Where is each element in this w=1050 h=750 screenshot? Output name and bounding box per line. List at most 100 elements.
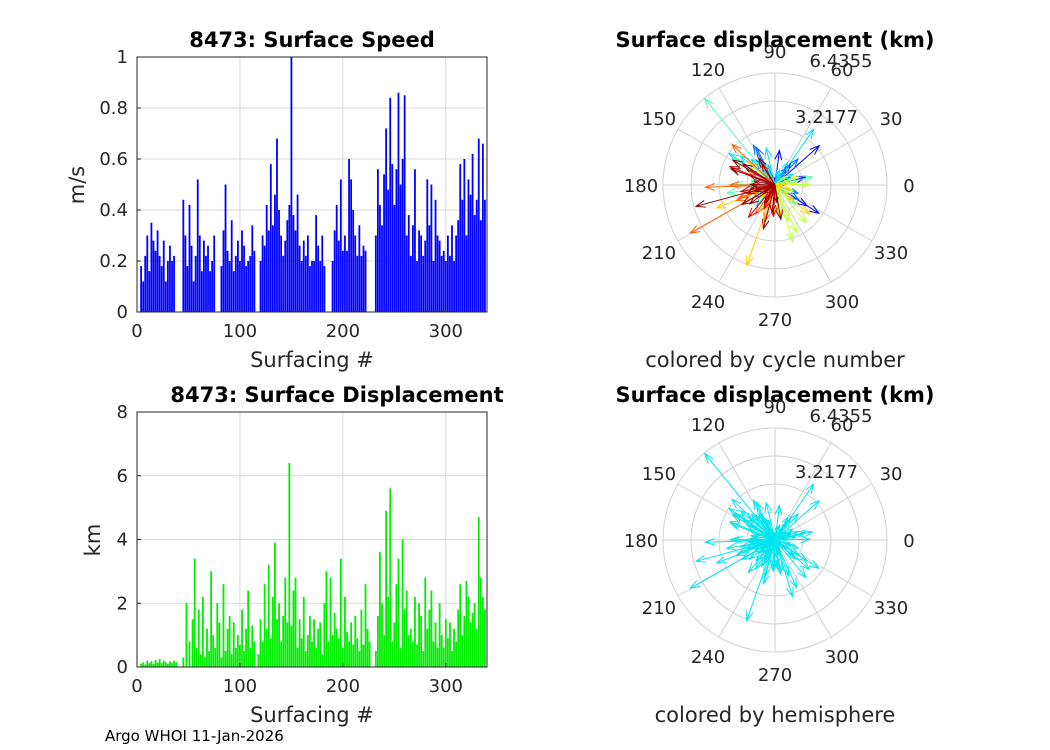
- polar1-arrowhead: [800, 180, 812, 189]
- speed-bar: [156, 230, 159, 312]
- disp-bar: [201, 596, 204, 667]
- polar1-arrowhead: [797, 212, 807, 224]
- polar2-arrow: [774, 526, 778, 541]
- disp-bar: [298, 619, 301, 667]
- disp-bar: [397, 558, 400, 667]
- polar2-arrowhead: [790, 543, 800, 549]
- polar1-arrowhead: [769, 204, 777, 215]
- speed-bar: [391, 164, 394, 312]
- speed-bar: [341, 250, 344, 312]
- polar2-angle-label: 90: [764, 397, 787, 418]
- polar1-arrow: [774, 184, 810, 215]
- polar2-arrow: [758, 512, 776, 541]
- disp-bar: [451, 651, 453, 667]
- speed-bar: [333, 230, 336, 312]
- disp-bar: [434, 622, 437, 667]
- disp-bar: [154, 659, 157, 667]
- disp-bar: [455, 641, 458, 667]
- disp-bar: [185, 603, 188, 667]
- speed-bar: [203, 240, 205, 312]
- disp-bar: [309, 616, 311, 667]
- polar1-arrowhead: [809, 144, 821, 155]
- polar1-arrowhead: [799, 205, 811, 216]
- speed-bar: [323, 266, 326, 312]
- polar2-caption: colored by hemisphere: [655, 703, 896, 727]
- speed-bar: [416, 261, 418, 312]
- speed-bar: [440, 255, 443, 312]
- polar1-arrowhead: [748, 195, 760, 205]
- speed-bar: [438, 240, 441, 312]
- speed-bar: [379, 204, 381, 312]
- polar1-caption: colored by cycle number: [645, 348, 905, 372]
- speed-xtick-label: 200: [326, 321, 360, 342]
- polar2-arrowhead: [805, 483, 815, 495]
- polar2-axes: Surface displacement (km) 0 30 60 90 120 150 1…: [615, 383, 934, 727]
- polar1-angle-label: 300: [825, 292, 859, 313]
- speed-bar: [403, 95, 406, 312]
- speed-bar: [358, 225, 361, 312]
- polar2-arrowhead: [734, 548, 747, 557]
- polar1-arrowhead: [764, 146, 773, 158]
- disp-bar: [239, 644, 241, 667]
- speed-bar: [162, 240, 165, 312]
- disp-bar: [442, 647, 445, 667]
- speed-bar: [247, 261, 250, 312]
- polar1-arrowhead: [745, 187, 756, 195]
- speed-bar: [294, 230, 297, 312]
- disp-bar: [376, 616, 379, 667]
- polar1-arrowhead: [790, 176, 800, 182]
- polar1-arrow: [748, 184, 776, 218]
- speed-axes: 8473: Surface Speed 0 100 200 300 0 0.2 0.4 0.6…: [65, 28, 488, 372]
- disp-bar: [175, 662, 178, 667]
- disp-bar: [331, 635, 334, 667]
- speed-bar: [430, 184, 433, 312]
- disp-bar: [401, 539, 404, 667]
- polar1-arrowhead: [746, 255, 754, 267]
- disp-bar: [216, 603, 219, 667]
- polar2-arrowhead: [781, 515, 789, 526]
- polar1-radial-label: 3.2177: [795, 107, 858, 128]
- polar2-radial-label: 3.2177: [795, 462, 858, 483]
- speed-bar: [290, 57, 293, 312]
- polar2-arrowhead: [728, 520, 740, 529]
- polar1-angle-label: 330: [874, 243, 908, 264]
- speed-bar: [224, 184, 227, 312]
- speed-bar: [284, 240, 287, 312]
- polar2-arrow: [746, 539, 776, 621]
- speed-bar: [381, 225, 383, 312]
- disp-bar: [188, 641, 191, 667]
- speed-bar: [339, 179, 342, 312]
- speed-bar: [263, 245, 266, 312]
- disp-bar: [249, 647, 252, 667]
- polar1-arrowhead: [781, 160, 789, 171]
- disp-bar: [339, 558, 342, 667]
- polar2-radial-label: 6.4355: [810, 406, 873, 427]
- disp-bar: [475, 628, 478, 667]
- polar2-arrowhead: [740, 551, 752, 561]
- polar1-arrow: [774, 184, 798, 233]
- disp-bar: [315, 647, 318, 667]
- speed-bar: [280, 235, 283, 312]
- polar1-arrow: [764, 184, 776, 204]
- polar1-arrowhead: [774, 203, 781, 213]
- polar1-angle-label: 180: [624, 176, 658, 197]
- polar1-arrowhead: [774, 169, 779, 176]
- speed-bar: [140, 266, 143, 312]
- speed-bar: [354, 235, 357, 312]
- speed-bar: [228, 261, 231, 312]
- polar2-arrow: [749, 539, 776, 560]
- polar2-arrowhead: [757, 511, 767, 523]
- disp-bar: [430, 590, 433, 667]
- displacement-xlabel: Surfacing #: [250, 703, 374, 727]
- polar2-arrowhead: [688, 580, 701, 589]
- speed-bar: [282, 255, 285, 312]
- polar1-arrowhead: [749, 181, 758, 188]
- disp-bar: [387, 596, 390, 667]
- disp-bar: [195, 647, 198, 667]
- polar2-angle-label: 300: [825, 647, 859, 668]
- polar1-arrow: [771, 184, 776, 213]
- disp-bar: [158, 659, 161, 667]
- disp-bar: [197, 609, 200, 667]
- polar2-arrowhead: [747, 562, 758, 574]
- polar2-arrowhead: [741, 518, 753, 528]
